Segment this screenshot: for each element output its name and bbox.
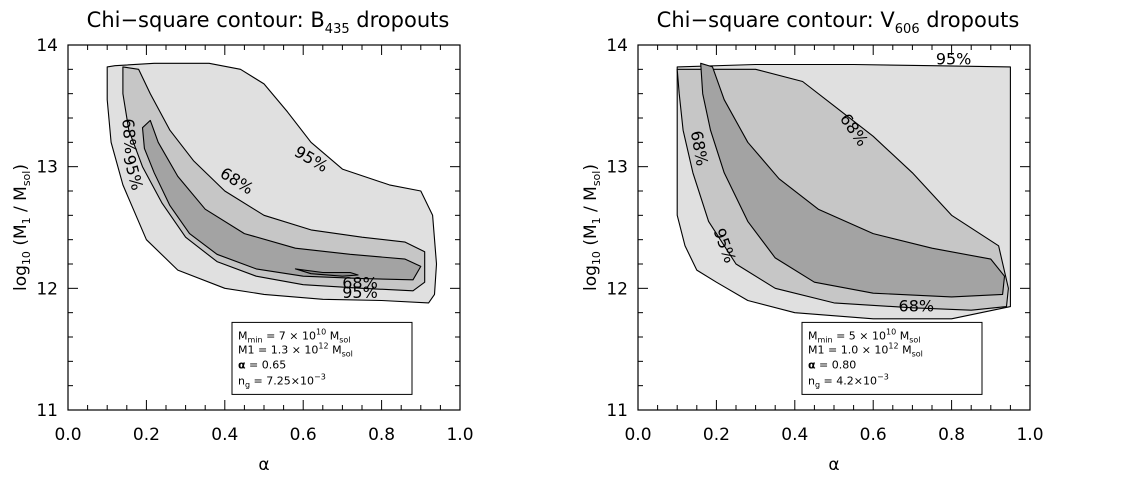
contour-label-5: 95% [342, 283, 378, 302]
param-m1: M1 = 1.0 × 1012 Msol [808, 341, 923, 358]
param-ng: ng = 7.25×10−3 [238, 372, 326, 389]
parameter-box-frame [231, 321, 413, 395]
param-m1: M1 = 1.3 × 1012 Msol [238, 341, 353, 358]
param-mmin: Mmin = 7 × 1010 Msol [238, 327, 351, 344]
x-tick-label: 0.6 [290, 425, 317, 445]
y-tick-label: 12 [36, 279, 58, 299]
x-tick-label: 0.2 [133, 425, 160, 445]
contour-panel-b435: Chi−square contour: B435 dropouts 95% 68% 6… [0, 0, 560, 475]
contour-label-text: 68% [899, 297, 935, 316]
y-tick-label: 14 [606, 36, 628, 56]
contour-label-text: 68% [118, 118, 140, 155]
param-ng: ng = 4.2×10−3 [808, 372, 889, 389]
contour-label-4: 68% [899, 297, 935, 316]
x-tick-label: 0.6 [860, 425, 887, 445]
y-axis-label: log10 (M1 / Msol) [581, 164, 603, 291]
contour-region-2 [700, 62, 1006, 298]
x-tick-label: 0.2 [703, 425, 730, 445]
contour-panel-v606: Chi−square contour: V606 dropouts 95% 68% 6… [570, 0, 1130, 475]
contour-label-text: 95% [342, 283, 378, 302]
x-tick-label: 0.4 [781, 425, 808, 445]
chart-title: Chi−square contour: B435 dropouts [87, 8, 450, 37]
y-tick-label: 14 [36, 36, 58, 56]
param-mmin: Mmin = 5 × 1010 Msol [808, 327, 921, 344]
contour-label-text: 68% [342, 274, 378, 293]
y-tick-label: 11 [36, 401, 58, 421]
contour-regions [676, 62, 1011, 320]
x-tick-label: 0.8 [938, 425, 965, 445]
y-tick-label: 12 [606, 279, 628, 299]
contour-region-3 [294, 268, 359, 277]
x-tick-label: 1.0 [446, 425, 473, 445]
y-axis-label: log10 (M1 / Msol) [11, 164, 33, 291]
x-axis-label: α [258, 455, 269, 475]
contour-label-4: 68% [342, 274, 378, 293]
contour-label-text: 95% [936, 50, 972, 69]
contour-chart-b435: Chi−square contour: B435 dropouts95%68%6… [11, 8, 474, 475]
y-tick-label: 13 [36, 158, 58, 178]
x-axis-label: α [828, 455, 839, 475]
chart-title: Chi−square contour: V606 dropouts [657, 8, 1020, 37]
contour-region-2 [141, 119, 422, 281]
x-tick-label: 1.0 [1016, 425, 1043, 445]
contour-regions [106, 62, 438, 304]
x-tick-label: 0.8 [368, 425, 395, 445]
x-tick-label: 0.0 [624, 425, 651, 445]
param-alpha: α = 0.65 [238, 358, 286, 371]
parameter-box-frame [801, 321, 983, 395]
y-tick-label: 13 [606, 158, 628, 178]
x-tick-label: 0.0 [54, 425, 81, 445]
contour-label-2: 68% [118, 118, 140, 155]
contour-chart-v606: Chi−square contour: V606 dropouts95%68%6… [581, 8, 1044, 475]
param-alpha: α = 0.80 [808, 358, 856, 371]
y-tick-label: 11 [606, 401, 628, 421]
contour-label-0: 95% [936, 50, 972, 69]
x-tick-label: 0.4 [211, 425, 238, 445]
